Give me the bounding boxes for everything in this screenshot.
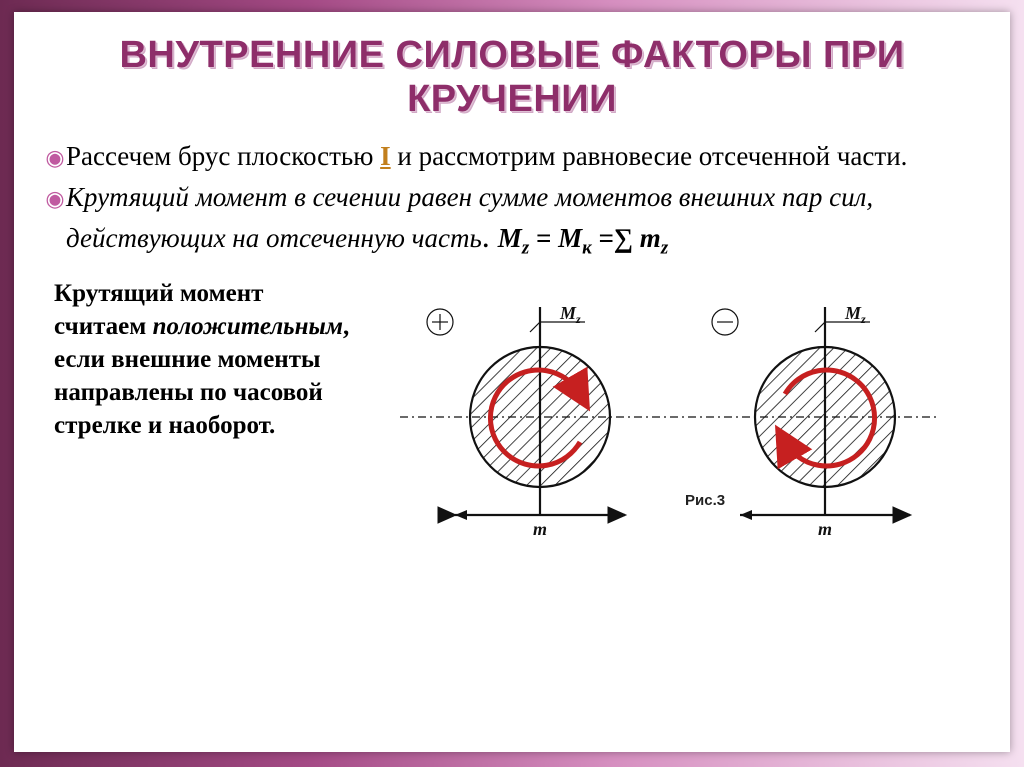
text-span: Рассечем брус плоскостью: [66, 141, 380, 171]
lower-region: Крутящий момент считаем положительным, е…: [14, 267, 1010, 547]
slide-frame: ВНУТРЕННИЕ СИЛОВЫЕ ФАКТОРЫ ПРИ КРУЧЕНИИ …: [0, 0, 1024, 767]
negative-moment-diagram: Mz m: [712, 303, 910, 539]
italic-span: Крутящий момент в сечении равен сумме мо…: [66, 182, 873, 252]
formula-s3: z: [661, 237, 668, 258]
m-label: m: [533, 519, 547, 539]
formula-m2: M: [558, 223, 582, 253]
formula-s2: к: [582, 237, 592, 258]
figure-container: Mz m: [354, 277, 986, 547]
formula-m3: m: [640, 223, 661, 253]
bullet-item-1: ◉ Рассечем брус плоскостью I и рассмотри…: [44, 139, 988, 174]
text-span-italic: положительным: [153, 313, 343, 340]
bullet-item-2: ◉ Крутящий момент в сечении равен сумме …: [44, 180, 988, 260]
bullet-marker-icon: ◉: [44, 180, 66, 214]
formula-eq1: =: [529, 223, 558, 253]
section-plane-i: I: [380, 141, 391, 171]
text-span: и рассмотрим равновесие отсеченной части…: [391, 141, 908, 171]
formula-m1: M: [498, 223, 522, 253]
bullet-list: ◉ Рассечем брус плоскостью I и рассмотри…: [14, 133, 1010, 260]
formula-eq2: =∑: [592, 223, 640, 253]
torsion-sign-figure: Mz m: [385, 287, 955, 547]
mz-label: Mz: [844, 303, 866, 326]
bullet-text-2: Крутящий момент в сечении равен сумме мо…: [66, 180, 988, 260]
mz-label: Mz: [559, 303, 581, 326]
m-label: m: [818, 519, 832, 539]
figure-caption: Рис.3: [685, 492, 725, 509]
text-span: .: [482, 218, 498, 254]
formula: Mz = Mк =∑ mz: [498, 223, 668, 253]
positive-moment-diagram: Mz m: [427, 303, 625, 539]
slide-title: ВНУТРЕННИЕ СИЛОВЫЕ ФАКТОРЫ ПРИ КРУЧЕНИИ: [14, 12, 1010, 133]
bullet-text-1: Рассечем брус плоскостью I и рассмотрим …: [66, 139, 988, 174]
sign-convention-text: Крутящий момент считаем положительным, е…: [54, 277, 354, 547]
slide-content: ВНУТРЕННИЕ СИЛОВЫЕ ФАКТОРЫ ПРИ КРУЧЕНИИ …: [14, 12, 1010, 752]
bullet-marker-icon: ◉: [44, 139, 66, 173]
